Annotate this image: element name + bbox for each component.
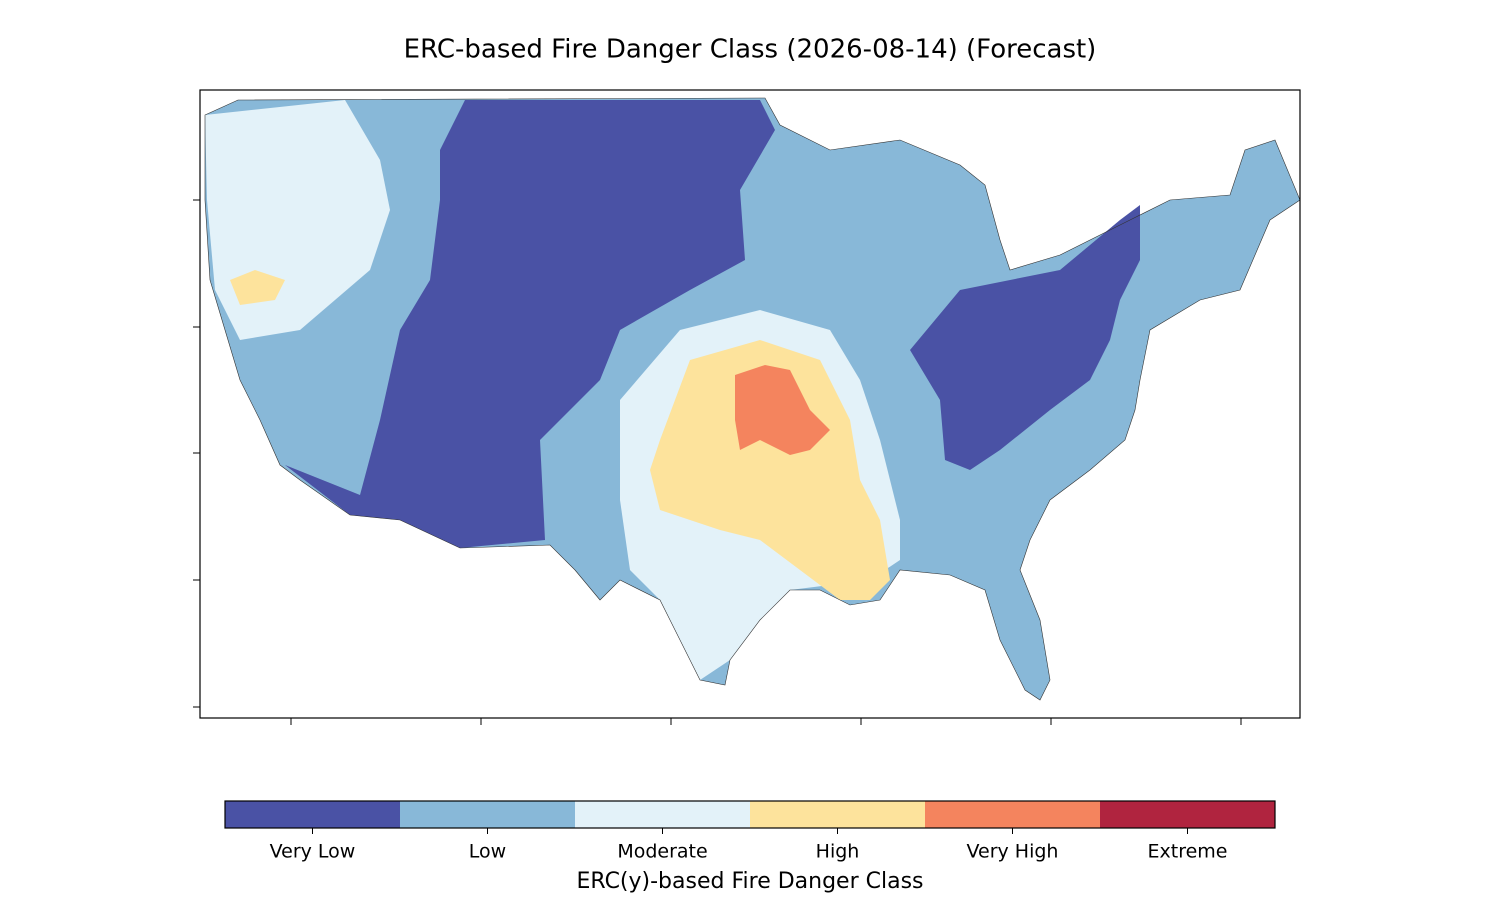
- colorbar-tick-label: Very High: [967, 841, 1059, 863]
- colorbar-swatch: [400, 801, 575, 828]
- region: [910, 205, 1140, 470]
- map-title: ERC-based Fire Danger Class (2026-08-14)…: [404, 35, 1097, 65]
- colorbar-swatch: [1100, 801, 1275, 828]
- colorbar: Very Low Low Moderate High Very High Extreme: [224, 800, 1276, 863]
- colorbar-tick-label: Extreme: [1148, 841, 1228, 863]
- colorbar-frame: [224, 800, 1276, 829]
- colorbar-tick-label: Very Low: [270, 841, 356, 863]
- map-frame: [199, 89, 1301, 719]
- colorbar-swatch: [925, 801, 1100, 828]
- region: [285, 100, 775, 548]
- colorbar-swatch: [750, 801, 925, 828]
- region: [650, 340, 890, 600]
- colorbar-swatch: [225, 801, 400, 828]
- colorbar-tick-label: Moderate: [617, 841, 707, 863]
- colorbar-swatch: [575, 801, 750, 828]
- coastline: [204, 97, 1301, 701]
- colorbar-tick-label: Low: [469, 841, 506, 863]
- colorbar-tick-label: High: [816, 841, 860, 863]
- region: [735, 365, 830, 455]
- region: [230, 270, 285, 305]
- colorbar-label: ERC(y)-based Fire Danger Class: [576, 869, 923, 894]
- map: [204, 97, 1301, 701]
- axis-ticks: [193, 199, 1242, 725]
